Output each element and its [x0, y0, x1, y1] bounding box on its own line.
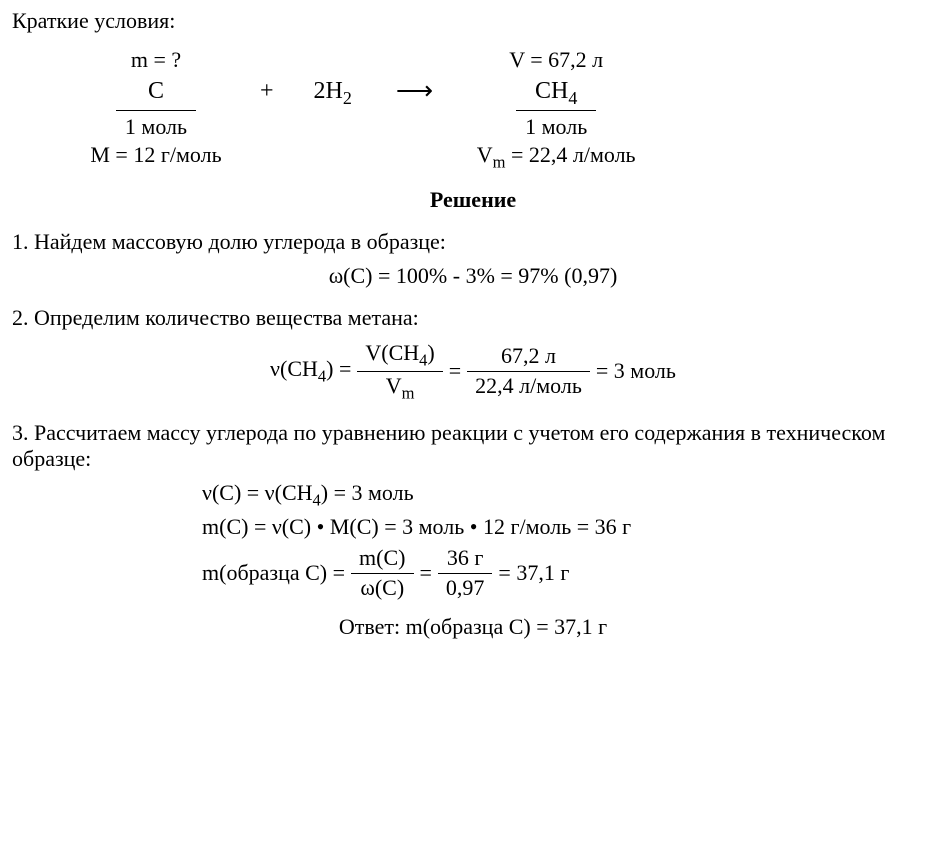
l3-eq: = [420, 560, 432, 586]
step3-line2: m(C) = ν(C) • M(C) = 3 моль • 12 г/моль … [202, 514, 934, 540]
l1-sub: 4 [313, 490, 321, 509]
hydrogen-term: 2H2 [294, 74, 372, 108]
l1-pre: ν(C) = ν(CH [202, 480, 313, 505]
vm-val: = 22,4 л/моль [505, 142, 635, 167]
l3-result: = 37,1 г [498, 560, 569, 586]
step1-formula: ω(C) = 100% - 3% = 97% (0,97) [12, 263, 934, 289]
frac1-den: Vm [357, 372, 442, 404]
lhs-sub: 4 [318, 367, 326, 386]
carbon-molar-mass: М = 12 г/моль [90, 141, 221, 169]
step3-line3: m(образца C) = m(C) ω(C) = 36 г 0,97 = 3… [202, 544, 934, 602]
f1n-post: ) [427, 340, 434, 365]
equation-row: m = ? C 1 моль М = 12 г/моль + 2H2 ⟶ V =… [72, 46, 934, 169]
nu-ch4-lhs: ν(CH4) = [270, 356, 351, 386]
reactant-carbon-column: m = ? C 1 моль М = 12 г/моль [86, 46, 226, 169]
carbon-moles: 1 моль [125, 113, 187, 141]
f2-num: 67,2 л [467, 342, 590, 372]
l3f1-den: ω(C) [351, 574, 413, 603]
solution-heading: Решение [12, 187, 934, 213]
eq1: = [449, 358, 461, 384]
vm-sub: m [493, 152, 506, 171]
volume-value: V = 67,2 л [509, 46, 603, 74]
l3f1-num: m(C) [351, 544, 413, 574]
step2-formula: ν(CH4) = V(CH4) Vm = 67,2 л 22,4 л/моль … [12, 339, 934, 404]
frac-v-over-vm: V(CH4) Vm [357, 339, 442, 404]
f1d-pre: V [386, 373, 402, 398]
conditions-title: Краткие условия: [12, 8, 934, 34]
lhs-pre: ν(CH [270, 356, 318, 381]
plus-sign: + [240, 74, 294, 108]
molar-volume: Vm = 22,4 л/моль [477, 141, 636, 169]
l3-lhs: m(образца C) = [202, 560, 345, 586]
frac1-num: V(CH4) [357, 339, 442, 372]
l3f2-num: 36 г [438, 544, 493, 574]
final-answer: Ответ: m(образца C) = 37,1 г [12, 614, 934, 640]
f1n-pre: V(CH [365, 340, 419, 365]
f2-den: 22,4 л/моль [467, 372, 590, 401]
carbon-symbol: C [148, 74, 164, 108]
step2-result: = 3 моль [596, 358, 676, 384]
step3-text: 3. Рассчитаем массу углерода по уравнени… [12, 420, 934, 472]
f1d-sub: m [402, 383, 415, 402]
divider [116, 110, 196, 111]
methane-symbol: CH4 [535, 74, 577, 108]
h2-sub: 2 [343, 88, 352, 108]
ch4-sub: 4 [568, 88, 577, 108]
methane-moles: 1 моль [525, 113, 587, 141]
product-methane-column: V = 67,2 л CH4 1 моль Vm = 22,4 л/моль [471, 46, 641, 169]
vm-v: V [477, 142, 493, 167]
lhs-post: ) = [326, 356, 351, 381]
step3-line1: ν(C) = ν(CH4) = 3 моль [202, 480, 934, 510]
l3f2-den: 0,97 [438, 574, 493, 603]
mass-unknown: m = ? [131, 46, 181, 74]
frac-36-over-097: 36 г 0,97 [438, 544, 493, 602]
h2-coef: 2H [314, 78, 343, 104]
reaction-arrow: ⟶ [372, 74, 457, 108]
l1-post: ) = 3 моль [321, 480, 414, 505]
step2-text: 2. Определим количество вещества метана: [12, 305, 934, 331]
frac-numbers: 67,2 л 22,4 л/моль [467, 342, 590, 400]
ch: CH [535, 78, 568, 104]
step1-text: 1. Найдем массовую долю углерода в образ… [12, 229, 934, 255]
frac-mc-over-omega: m(C) ω(C) [351, 544, 413, 602]
step3-block: ν(C) = ν(CH4) = 3 моль m(C) = ν(C) • M(C… [202, 480, 934, 603]
divider [516, 110, 596, 111]
